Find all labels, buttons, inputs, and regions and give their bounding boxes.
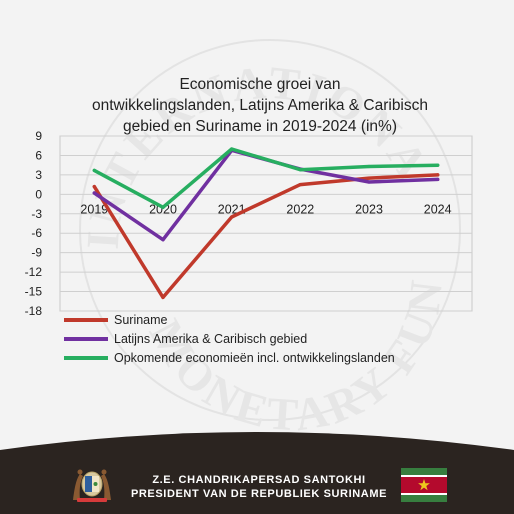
y-tick-label-5: -6 <box>31 226 42 240</box>
legend-label-suriname: Suriname <box>114 312 168 327</box>
x-tick-label-3: 2022 <box>286 202 314 216</box>
series-0-point-5 <box>436 173 440 177</box>
x-tick-label-1: 2020 <box>149 202 177 216</box>
series-0-point-3 <box>298 183 302 187</box>
chart-legend: Suriname Latijns Amerika & Caribisch geb… <box>64 310 504 367</box>
x-tick-label-5: 2024 <box>424 202 452 216</box>
series-1-point-1 <box>161 238 165 242</box>
legend-label-latin-america: Latijns Amerika & Caribisch gebied <box>114 331 308 346</box>
chart-title: Economische groei van ontwikkelingslande… <box>40 74 480 137</box>
y-tick-label-9: -18 <box>25 304 43 318</box>
y-tick-label-6: -9 <box>31 246 42 260</box>
series-1-point-0 <box>92 191 96 195</box>
series-1-point-5 <box>436 177 440 182</box>
legend-swatch-emerging <box>64 355 108 360</box>
president-name: Z.E. CHANDRIKAPERSAD SANTOKHI <box>152 474 366 486</box>
series-0-point-0 <box>92 184 96 189</box>
y-tick-label-4: -3 <box>31 207 42 221</box>
legend-swatch-suriname <box>64 317 108 322</box>
series-2-point-3 <box>298 168 302 172</box>
series-2-point-5 <box>436 163 440 167</box>
y-tick-label-3: 0 <box>35 187 42 201</box>
legend-item-latin-america: Latijns Amerika & Caribisch gebied <box>64 329 504 348</box>
y-tick-label-0: 9 <box>35 129 42 143</box>
series-line-2 <box>92 147 440 210</box>
suriname-flag-icon <box>401 468 447 502</box>
chart-title-line-1: Economische groei van <box>179 76 341 93</box>
series-1-point-4 <box>367 180 371 184</box>
y-tick-label-1: 6 <box>35 148 42 162</box>
chart-title-line-2: ontwikkelingslanden, Latijns Amerika & C… <box>92 97 428 114</box>
y-tick-label-2: 3 <box>35 168 42 182</box>
legend-item-suriname: Suriname <box>64 310 504 329</box>
series-0-point-4 <box>367 176 371 180</box>
series-2-point-4 <box>367 164 371 169</box>
coat-of-arms-icon <box>73 469 111 502</box>
x-tick-label-4: 2023 <box>355 202 383 216</box>
series-0-point-2 <box>230 215 234 219</box>
footer-caption: Z.E. CHANDRIKAPERSAD SANTOKHI PRESIDENT … <box>124 473 394 501</box>
x-tick-label-0: 2019 <box>80 202 108 216</box>
legend-swatch-latin-america <box>64 336 108 341</box>
series-2-point-1 <box>161 205 165 209</box>
y-tick-label-7: -12 <box>25 265 43 279</box>
chart-title-line-3: gebied en Suriname in 2019-2024 (in%) <box>122 118 397 135</box>
series-line-0 <box>92 173 440 300</box>
footer-banner <box>0 432 514 514</box>
legend-item-emerging: Opkomende economieën incl. ontwikkelings… <box>64 348 504 367</box>
series-0-point-1 <box>161 295 165 299</box>
series-2-point-0 <box>92 168 96 172</box>
y-tick-label-8: -15 <box>25 285 43 299</box>
president-title: PRESIDENT VAN DE REPUBLIEK SURINAME <box>130 488 388 500</box>
plot-area <box>59 135 473 312</box>
series-2-point-2 <box>230 147 234 151</box>
series-line-1 <box>92 148 440 242</box>
legend-label-emerging: Opkomende economieën incl. ontwikkelings… <box>114 350 395 365</box>
